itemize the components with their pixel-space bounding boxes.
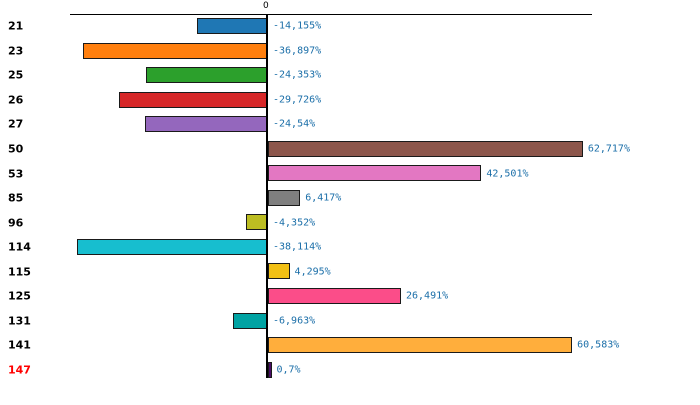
- value-label: 0,7%: [276, 364, 301, 376]
- chart-row: 115 4,295%: [0, 259, 700, 284]
- bar: [268, 337, 573, 354]
- bar: [268, 165, 482, 182]
- zero-tick-label: 0: [263, 1, 269, 11]
- category-label: 114: [8, 240, 31, 254]
- bar: [268, 288, 401, 305]
- category-label: 21: [8, 19, 24, 33]
- value-label: -38,114%: [273, 241, 322, 253]
- value-label: -4,352%: [273, 217, 316, 229]
- category-label: 115: [8, 265, 31, 279]
- chart-row: 26 -29,726%: [0, 88, 700, 113]
- category-label: 125: [8, 289, 31, 303]
- chart-row: 21 -14,155%: [0, 14, 700, 39]
- value-label: 26,491%: [405, 290, 449, 302]
- bar: [268, 140, 583, 157]
- chart-row: 147 0,7%: [0, 358, 700, 383]
- category-label: 96: [8, 216, 24, 230]
- bar: [76, 238, 268, 255]
- value-label: -36,897%: [273, 45, 322, 57]
- chart-row: 131 -6,963%: [0, 309, 700, 334]
- chart-row: 25 -24,353%: [0, 63, 700, 88]
- value-label: -14,155%: [273, 20, 322, 32]
- bar: [145, 67, 268, 84]
- value-label: -24,54%: [273, 118, 316, 130]
- chart-row: 125 26,491%: [0, 284, 700, 309]
- bar: [268, 263, 290, 280]
- bar: [268, 189, 301, 206]
- chart-row: 96 -4,352%: [0, 210, 700, 235]
- category-label: 25: [8, 68, 24, 82]
- chart-row: 27 -24,54%: [0, 112, 700, 137]
- chart-row: 53 42,501%: [0, 161, 700, 186]
- category-label: 50: [8, 142, 24, 156]
- bar: [118, 91, 268, 108]
- value-label: -29,726%: [273, 94, 322, 106]
- bar: [82, 42, 268, 59]
- value-label: -24,353%: [273, 69, 322, 81]
- chart-row: 50 62,717%: [0, 137, 700, 162]
- value-label: 6,417%: [305, 192, 342, 204]
- value-label: 60,583%: [577, 339, 620, 351]
- category-label: 141: [8, 338, 31, 352]
- chart-row: 23 -36,897%: [0, 39, 700, 64]
- bar: [196, 18, 268, 34]
- category-label: 23: [8, 44, 24, 58]
- top-axis-line: [70, 14, 592, 15]
- category-label: 131: [8, 314, 31, 328]
- bar: [246, 214, 268, 231]
- category-label: 147: [8, 363, 31, 377]
- chart-row: 85 6,417%: [0, 186, 700, 211]
- value-label: 62,717%: [587, 143, 630, 155]
- bar: [144, 116, 268, 133]
- chart-row: 141 60,583%: [0, 333, 700, 358]
- value-label: 42,501%: [486, 168, 529, 180]
- value-label: -6,963%: [273, 315, 316, 327]
- category-label: 26: [8, 93, 24, 107]
- value-label: 4,295%: [294, 266, 331, 278]
- bar: [268, 361, 272, 378]
- chart-row: 114 -38,114%: [0, 235, 700, 260]
- bar: [233, 312, 268, 329]
- category-label: 27: [8, 117, 24, 131]
- category-label: 53: [8, 167, 24, 181]
- chart-rows: 21 -14,155% 23 -36,897% 25 -24,353% 26 -…: [0, 14, 700, 382]
- zero-baseline: [266, 14, 268, 378]
- category-label: 85: [8, 191, 24, 205]
